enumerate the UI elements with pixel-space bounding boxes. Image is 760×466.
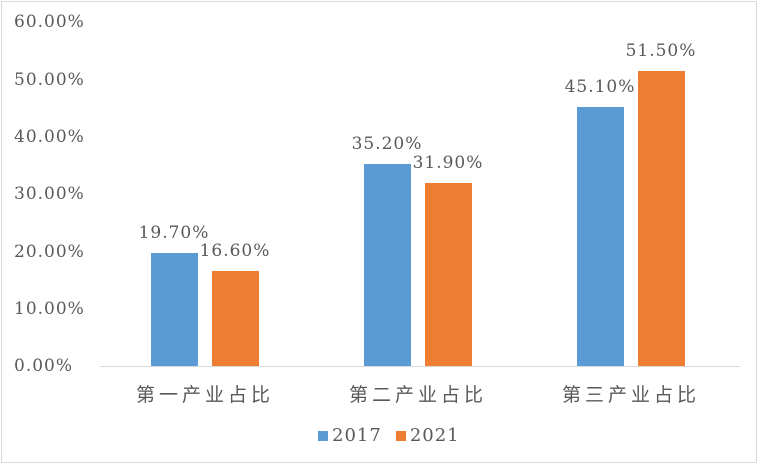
y-tick: 30.00% xyxy=(14,184,85,204)
y-tick: 0.00% xyxy=(14,356,74,376)
y-tick: 50.00% xyxy=(14,70,85,90)
x-axis-line xyxy=(100,366,740,367)
category-label: 第一产业占比 xyxy=(135,384,274,406)
legend-label: 2017 xyxy=(332,425,382,446)
legend-item-2021[interactable]: 2021 xyxy=(395,425,460,446)
data-label: 45.10% xyxy=(564,77,636,98)
bar-2021[interactable] xyxy=(425,183,472,366)
data-label: 35.20% xyxy=(351,134,423,155)
y-tick: 40.00% xyxy=(14,127,85,147)
data-label: 19.70% xyxy=(138,223,210,244)
bar-2017[interactable] xyxy=(364,164,411,366)
data-label: 51.50% xyxy=(625,40,697,61)
category-label: 第二产业占比 xyxy=(348,384,487,406)
data-label: 31.90% xyxy=(412,153,484,174)
bar-2021[interactable] xyxy=(212,270,259,366)
y-tick: 10.00% xyxy=(14,299,85,319)
legend-item-2017[interactable]: 2017 xyxy=(318,425,382,446)
data-label: 16.60% xyxy=(199,240,271,261)
legend-swatch-icon xyxy=(395,430,406,441)
legend-swatch-icon xyxy=(318,430,328,441)
legend: 2017 2021 xyxy=(318,425,460,446)
y-tick: 20.00% xyxy=(14,242,85,262)
y-tick: 60.00% xyxy=(14,12,85,32)
bar-2017[interactable] xyxy=(577,107,624,366)
category-label: 第三产业占比 xyxy=(561,384,700,406)
bar-2021[interactable] xyxy=(638,70,685,366)
bar-2017[interactable] xyxy=(151,253,198,366)
legend-label: 2021 xyxy=(409,425,460,446)
